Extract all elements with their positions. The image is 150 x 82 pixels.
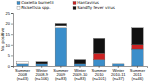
plot: 0 5 10 15 20 25 Summer2008(n=43) Winter2008-9(n… [6, 11, 148, 81]
x-axis: Summer2008(n=43)Winter2008-9(n=106)Summe… [14, 66, 148, 81]
y-tick-label: 0 [8, 64, 11, 69]
bars [17, 24, 143, 66]
y-tick-mark [11, 13, 13, 14]
bar [55, 24, 66, 26]
bar [132, 49, 143, 66]
y-tick: 20 [6, 21, 13, 26]
y-axis: 0 5 10 15 20 25 [6, 11, 14, 69]
legend-item: Rickettsia spp. [17, 5, 50, 10]
x-tick-label-line: (n=37) [112, 76, 124, 81]
bar [74, 60, 85, 64]
x-tick-label: Summer2010(n=101) [92, 68, 108, 81]
y-tick: 10 [6, 43, 13, 48]
bar [113, 63, 124, 64]
x-tick-label-line: (n=43) [17, 76, 29, 81]
x-tick: Winter2009-10(n=83) [73, 66, 88, 81]
legend: Coxiella burnetiiHantavirusRickettsia sp… [17, 0, 115, 10]
x-tick-label-line: (n=106) [35, 76, 50, 81]
bar [113, 64, 124, 66]
x-tick: Summer2008(n=43) [15, 66, 31, 81]
x-tick-label: Winter2008-9(n=106) [35, 68, 50, 81]
bar [132, 28, 143, 45]
y-tick-label: 10 [6, 43, 11, 48]
legend-label: Sandfly fever virus [77, 5, 115, 10]
bar [93, 53, 104, 59]
x-tick: Winter2010-11(n=37) [111, 66, 126, 81]
y-tick-label: 20 [6, 21, 11, 26]
y-tick-label: 15 [6, 32, 11, 37]
bar-series [17, 28, 143, 66]
bar [17, 62, 28, 64]
x-tick: Summer2010(n=101) [92, 66, 108, 81]
legend-swatch [73, 7, 76, 10]
y-tick-mark [11, 55, 13, 56]
y-tick-label: 5 [8, 53, 11, 58]
x-tick-label-line: (n=83) [55, 76, 67, 81]
chart-svg: 0 5 10 15 20 25 Summer2008(n=43) Winter2008-9(n… [0, 0, 150, 82]
y-axis-line [11, 14, 14, 67]
x-tick: Winter2008-9(n=106) [35, 66, 50, 81]
legend-swatch [73, 2, 76, 5]
bar-series [17, 26, 67, 64]
bar [36, 62, 47, 64]
y-axis-title: No. positive [0, 27, 5, 51]
y-tick-mark [11, 66, 13, 67]
legend-label: Rickettsia spp. [21, 5, 50, 10]
x-tick: Summer2011(n=46) [130, 66, 146, 81]
bar [17, 64, 28, 66]
x-tick-label-line: (n=46) [132, 76, 144, 81]
x-tick-label: Summer2008(n=43) [15, 68, 31, 81]
bar [113, 63, 124, 64]
bar-series [36, 24, 143, 64]
y-tick: 25 [6, 11, 13, 16]
y-tick: 5 [8, 53, 13, 58]
y-tick-mark [11, 24, 13, 25]
x-tick-label: Summer2011(n=46) [130, 68, 146, 81]
bar [74, 64, 85, 66]
bar [55, 26, 66, 28]
bar [17, 61, 28, 62]
y-tick-label: 25 [6, 11, 11, 16]
x-tick-label-line: (n=83) [74, 76, 86, 81]
bar [132, 45, 143, 49]
bar [93, 38, 104, 53]
x-tick-label: Winter2009-10(n=83) [73, 68, 88, 81]
y-tick-mark [11, 45, 13, 46]
bar [55, 28, 66, 66]
chart-container: 0 5 10 15 20 25 Summer2008(n=43) Winter2008-9(n… [0, 0, 150, 82]
legend-swatch [17, 7, 20, 10]
y-tick: 0 [8, 64, 13, 69]
bar [93, 60, 104, 66]
legend-item: Sandfly fever virus [73, 5, 115, 10]
x-tick: Summer2009(n=83) [53, 66, 69, 81]
bar [113, 63, 124, 64]
x-tick-label: Summer2009(n=83) [53, 68, 69, 81]
x-tick-label: Winter2010-11(n=37) [111, 68, 126, 81]
y-tick-mark [11, 34, 13, 35]
bar [36, 64, 47, 66]
y-tick: 15 [6, 32, 13, 37]
x-tick-label-line: (n=101) [92, 76, 107, 81]
legend-swatch [17, 2, 20, 5]
